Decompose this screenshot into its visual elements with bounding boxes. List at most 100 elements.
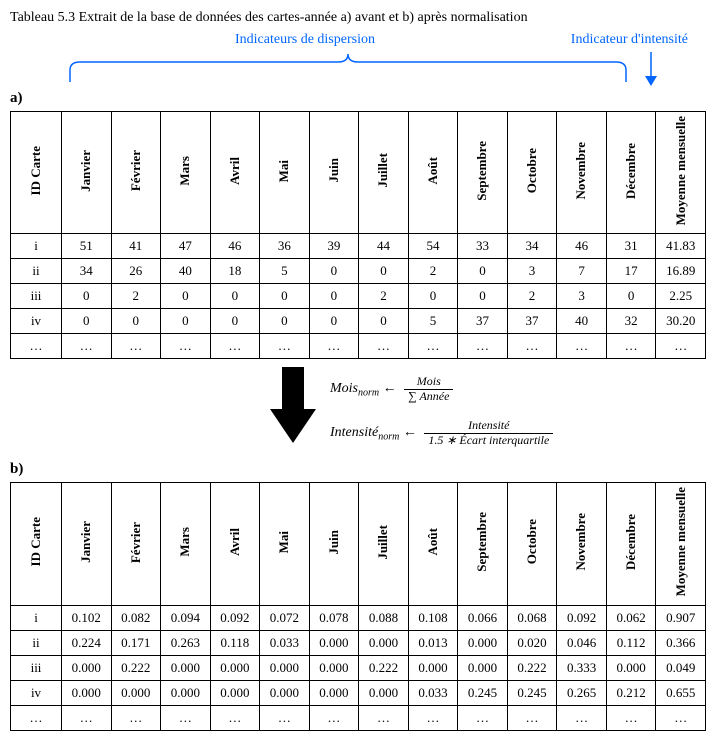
big-arrow-icon [270, 367, 316, 445]
cell: … [210, 334, 260, 359]
cell: … [507, 705, 557, 730]
cell: 32 [606, 309, 656, 334]
table-row: …………………………………… [11, 334, 706, 359]
col-aug: Août [426, 157, 440, 184]
cell: … [260, 705, 310, 730]
cell: 0.000 [408, 655, 458, 680]
cell: 0 [260, 284, 310, 309]
cell: 0.046 [557, 630, 607, 655]
cell: 0 [161, 309, 211, 334]
cell: 0.263 [161, 630, 211, 655]
cell: … [111, 705, 161, 730]
table-b: ID Carte Janvier Février Mars Avril Mai … [10, 482, 706, 730]
row-id: … [11, 705, 62, 730]
table-row: …………………………………… [11, 705, 706, 730]
cell: 0 [458, 284, 508, 309]
row-id: iii [11, 655, 62, 680]
row-id: iv [11, 309, 62, 334]
cell: 0.088 [359, 605, 409, 630]
table-row: iv000000053737403230.20 [11, 309, 706, 334]
col-oct: Octobre [525, 148, 539, 193]
cell: … [309, 334, 359, 359]
cell: 2 [359, 284, 409, 309]
cell: 0.000 [309, 680, 359, 705]
cell: … [260, 334, 310, 359]
cell: … [507, 334, 557, 359]
cell: 0.000 [309, 655, 359, 680]
cell: … [408, 705, 458, 730]
cell: 0.000 [458, 630, 508, 655]
cell: … [458, 705, 508, 730]
table-row: ii0.2240.1710.2630.1180.0330.0000.0000.0… [11, 630, 706, 655]
cell: 41 [111, 234, 161, 259]
col-sep: Septembre [475, 141, 489, 201]
arrow-down-icon [641, 52, 661, 86]
row-id: ii [11, 259, 62, 284]
cell: 0 [359, 309, 409, 334]
cell: 0.000 [210, 680, 260, 705]
col-dec: Décembre [624, 143, 638, 199]
cell: 2 [408, 259, 458, 284]
col-mean: Moyenne mensuelle [674, 116, 688, 225]
col-id: ID Carte [29, 146, 43, 195]
cell: … [210, 705, 260, 730]
cell: … [606, 705, 656, 730]
cell: 0.013 [408, 630, 458, 655]
cell: 0.000 [62, 655, 112, 680]
cell: 0.245 [507, 680, 557, 705]
cell: 0.907 [656, 605, 706, 630]
table-row: i51414746363944543334463141.83 [11, 234, 706, 259]
cell: 46 [557, 234, 607, 259]
cell: 0.333 [557, 655, 607, 680]
table-row: ii3426401850020371716.89 [11, 259, 706, 284]
formula-mois: Moisnorm ← Mois ∑ Année [330, 375, 453, 402]
cell: 39 [309, 234, 359, 259]
cell: 0.222 [359, 655, 409, 680]
cell: … [458, 334, 508, 359]
cell: … [606, 334, 656, 359]
col-feb: Février [129, 150, 143, 191]
row-id: … [11, 334, 62, 359]
cell: 0.102 [62, 605, 112, 630]
cell: … [62, 705, 112, 730]
cell: 0.000 [161, 680, 211, 705]
cell: … [656, 334, 706, 359]
cell: 36 [260, 234, 310, 259]
col-jul-b: Juillet [376, 525, 390, 560]
cell: 0.000 [458, 655, 508, 680]
brace-icon [68, 52, 628, 86]
cell: 0 [359, 259, 409, 284]
table-row: iii0200002002302.25 [11, 284, 706, 309]
cell: … [557, 705, 607, 730]
cell: 2 [111, 284, 161, 309]
cell: 0 [309, 309, 359, 334]
col-apr-b: Avril [228, 528, 242, 556]
cell: 0.068 [507, 605, 557, 630]
row-id: i [11, 605, 62, 630]
cell: 0.000 [606, 655, 656, 680]
row-id: i [11, 234, 62, 259]
cell: 0.000 [260, 680, 310, 705]
cell: 0.245 [458, 680, 508, 705]
cell: 0.655 [656, 680, 706, 705]
cell: … [309, 705, 359, 730]
col-may-b: Mai [277, 531, 291, 553]
cell: 0.000 [260, 655, 310, 680]
cell: 0.062 [606, 605, 656, 630]
col-sep-b: Septembre [475, 512, 489, 572]
indicator-row: Indicateurs de dispersion Indicateur d'i… [10, 32, 706, 54]
cell: 0.222 [111, 655, 161, 680]
col-nov-b: Novembre [574, 513, 588, 571]
col-mar-b: Mars [178, 527, 192, 557]
cell: 0 [161, 284, 211, 309]
cell: 0.066 [458, 605, 508, 630]
cell: 3 [557, 284, 607, 309]
table-a: ID Carte Janvier Février Mars Avril Mai … [10, 111, 706, 359]
cell: 0 [210, 284, 260, 309]
cell: 33 [458, 234, 508, 259]
cell: 34 [507, 234, 557, 259]
cell: 40 [161, 259, 211, 284]
cell: 0.072 [260, 605, 310, 630]
table-row: iii0.0000.2220.0000.0000.0000.0000.2220.… [11, 655, 706, 680]
cell: 0 [458, 259, 508, 284]
